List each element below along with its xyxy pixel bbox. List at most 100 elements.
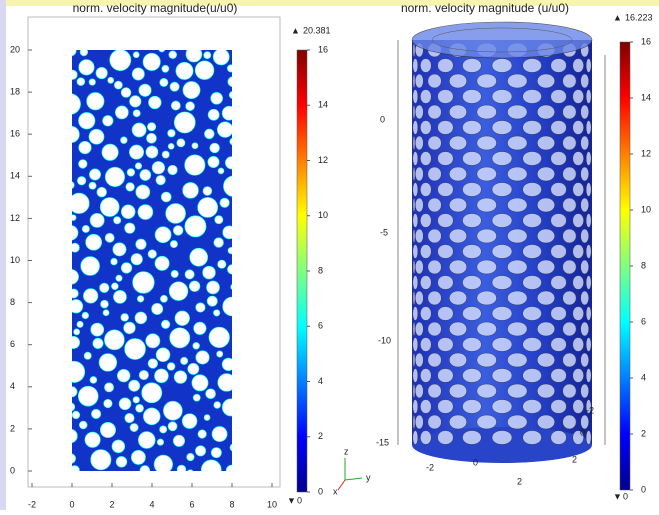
pore	[222, 358, 235, 371]
pore	[68, 70, 78, 80]
pore	[213, 310, 220, 317]
triad-label: y	[366, 472, 371, 482]
pore	[420, 369, 431, 383]
pore	[220, 198, 229, 207]
pore	[523, 431, 542, 445]
pore	[137, 296, 144, 303]
pore	[161, 320, 170, 329]
pore	[189, 281, 200, 292]
pore	[573, 183, 584, 197]
pore	[91, 409, 101, 419]
pore	[415, 291, 423, 305]
pore	[110, 49, 131, 70]
y-tick-label: 2	[10, 423, 15, 433]
y-tick-label: 8	[10, 297, 15, 307]
pore	[492, 121, 512, 135]
pore	[573, 400, 584, 414]
pore	[462, 369, 481, 383]
pore	[581, 167, 589, 181]
pore	[117, 369, 130, 382]
pore	[551, 369, 567, 383]
pore	[477, 74, 497, 88]
pore	[170, 82, 179, 91]
pore	[193, 342, 200, 349]
pore	[213, 49, 229, 65]
pore	[581, 322, 589, 336]
pore	[120, 137, 127, 144]
pore	[133, 110, 140, 117]
pore	[420, 338, 431, 352]
pore	[415, 136, 423, 150]
pore	[198, 430, 207, 439]
pore	[89, 79, 96, 86]
pore	[70, 465, 80, 475]
pore	[139, 84, 151, 96]
pore	[116, 275, 122, 281]
x-tick-label: 4	[149, 499, 154, 509]
max-icon: ▲	[613, 12, 622, 22]
pore	[217, 351, 223, 357]
pore	[537, 229, 555, 243]
pore	[413, 415, 415, 429]
pore	[413, 90, 418, 104]
pore	[155, 256, 169, 270]
pore	[492, 245, 512, 259]
colorbar-tick-label: 8	[318, 265, 323, 275]
pore	[173, 226, 183, 236]
pore	[223, 226, 236, 239]
x-tick-label: -2	[28, 499, 36, 509]
colorbar-tick-label: 8	[641, 260, 646, 270]
pore	[413, 183, 418, 197]
pore	[415, 105, 423, 119]
pore	[169, 51, 177, 59]
pore	[218, 168, 224, 174]
pore	[462, 245, 481, 259]
pore	[154, 455, 173, 474]
figure: norm. velocity magnitude(u/u0) norm. vel…	[0, 0, 659, 510]
pore	[229, 91, 236, 98]
pore	[551, 276, 567, 290]
pore	[573, 152, 584, 166]
pore	[420, 245, 431, 259]
pore	[133, 397, 140, 404]
y-tick-label: 0	[10, 465, 15, 475]
pore	[420, 90, 431, 104]
pore	[420, 431, 431, 445]
pore	[449, 229, 467, 243]
pore	[74, 329, 80, 335]
pore	[217, 122, 233, 138]
pore	[413, 74, 415, 88]
pore	[438, 90, 454, 104]
pore	[81, 257, 100, 276]
pore	[420, 400, 431, 414]
pore	[131, 450, 145, 464]
pore	[91, 450, 111, 470]
pore	[477, 167, 497, 181]
pore	[196, 351, 209, 364]
y-tick-label: 4	[10, 381, 15, 391]
pore	[477, 384, 497, 398]
pore	[523, 369, 542, 383]
pore	[63, 361, 84, 382]
x-tick-label: 0	[69, 499, 74, 509]
pore	[523, 152, 542, 166]
pore	[523, 59, 542, 73]
colorbar-tick-label: 14	[318, 100, 328, 110]
pore	[586, 121, 591, 135]
pore	[563, 167, 577, 181]
y-tick-label: 18	[10, 86, 20, 96]
pore	[209, 327, 230, 348]
pore	[102, 144, 118, 160]
pore	[537, 198, 555, 212]
pore	[222, 399, 239, 416]
pore	[586, 276, 591, 290]
pore	[438, 183, 454, 197]
pore	[415, 353, 423, 367]
pore	[551, 59, 567, 73]
pore	[125, 413, 134, 422]
pore	[420, 183, 431, 197]
x-tick-label: 2	[109, 499, 114, 509]
pore	[428, 136, 442, 150]
colorbar	[620, 42, 630, 490]
pore	[63, 126, 79, 142]
